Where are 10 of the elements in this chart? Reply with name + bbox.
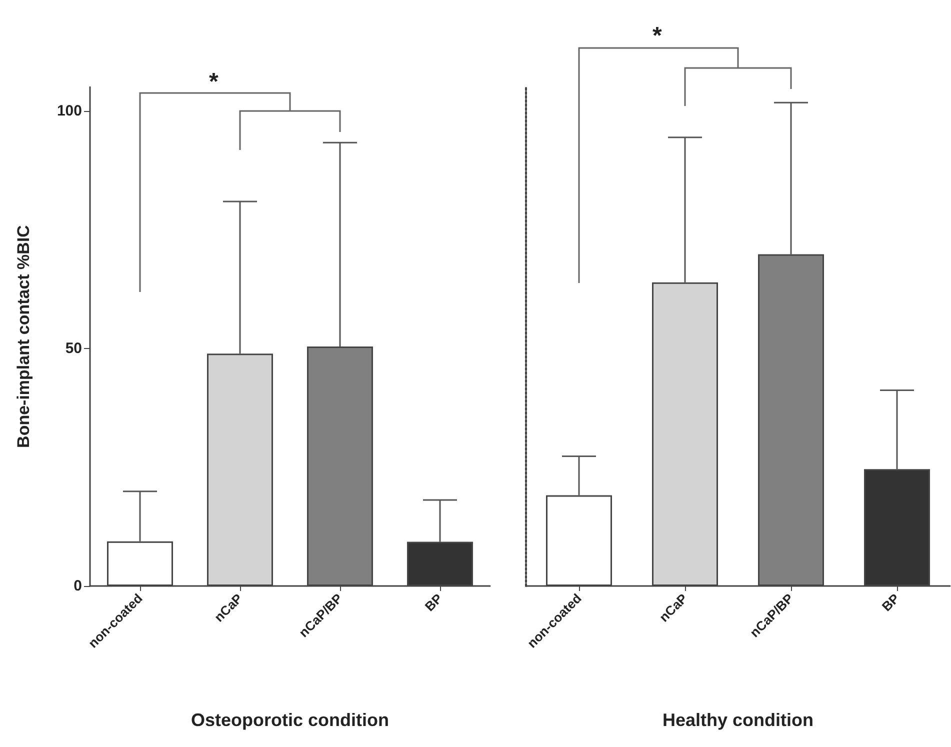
x-tick-label: BP [422, 590, 446, 614]
y-tick-label: 0 [74, 578, 82, 594]
y-tick-label: 50 [65, 340, 82, 357]
annotation: * [209, 68, 219, 96]
y-tick-label: 100 [56, 102, 82, 120]
x-axis-title: Healthy condition [662, 710, 814, 730]
y-axis-title: Bone-implant contact %BIC [14, 225, 33, 448]
x-tick-label: BP [878, 590, 903, 614]
text: * [652, 22, 662, 50]
x-axis-title: Osteoporotic condition [191, 710, 389, 730]
